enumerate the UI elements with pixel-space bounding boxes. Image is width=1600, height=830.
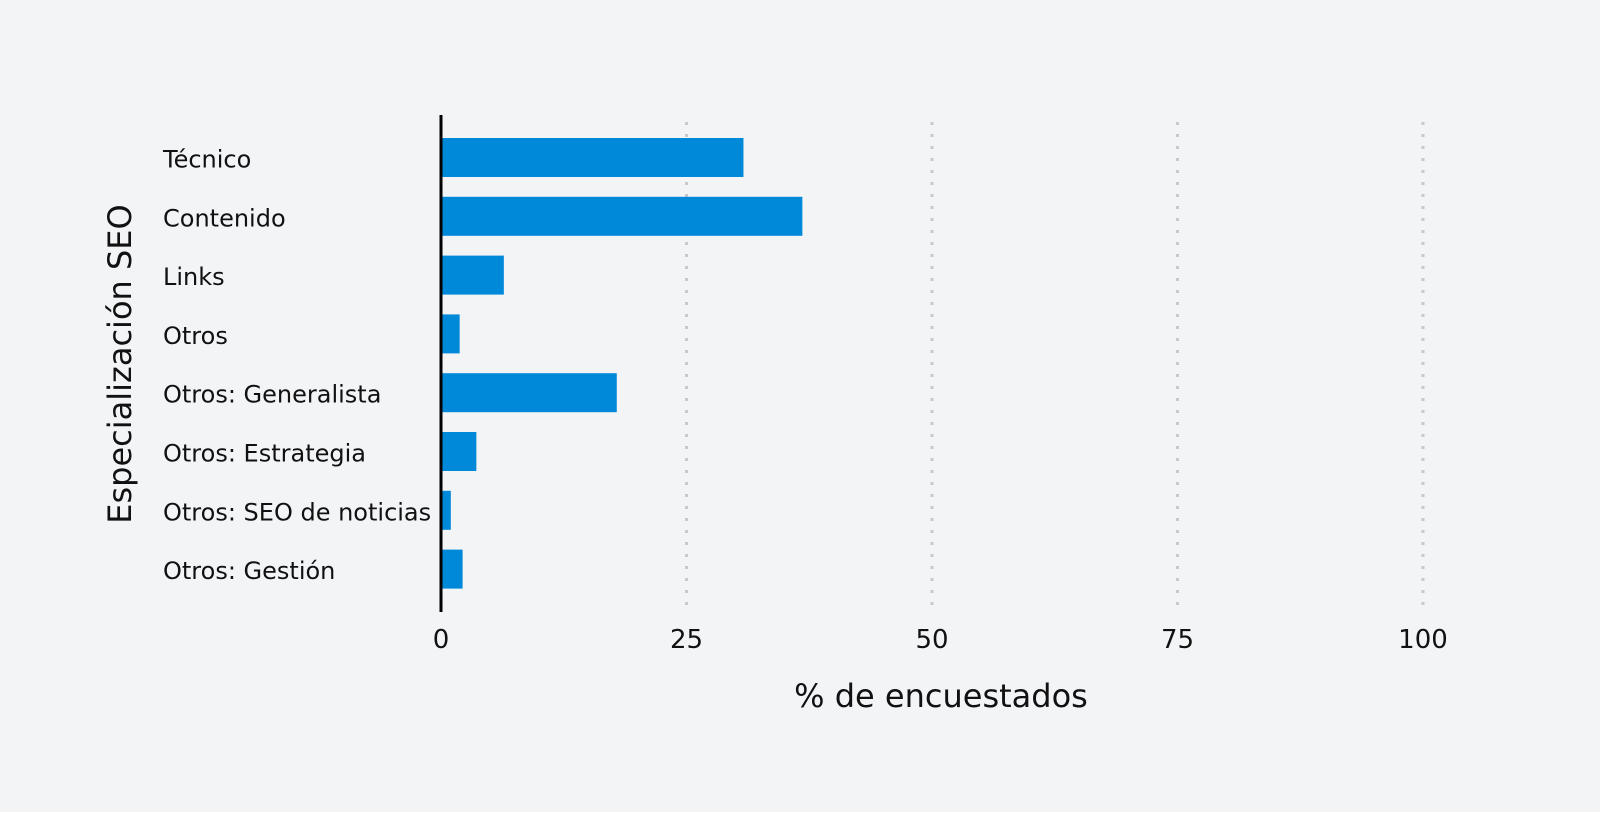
category-label: Técnico [162, 146, 251, 174]
x-tick-label: 75 [1161, 625, 1194, 655]
category-label: Otros: Estrategia [163, 440, 366, 468]
bar [442, 490, 451, 530]
x-tick-label: 0 [433, 625, 450, 655]
bar [442, 373, 617, 413]
x-tick-label: 25 [670, 625, 703, 655]
bars [442, 138, 803, 589]
bar [442, 549, 463, 589]
category-label: Otros: SEO de noticias [163, 498, 431, 526]
gridlines [685, 122, 1425, 612]
category-labels: Técnico Contenido Links Otros Otros: General… [162, 146, 431, 586]
category-label: Links [163, 263, 225, 291]
x-tick-label: 50 [915, 625, 948, 655]
bar [442, 432, 477, 471]
x-tick-labels: 0 25 50 75 100 [433, 625, 1448, 655]
bar [442, 196, 803, 236]
category-label: Contenido [163, 204, 286, 232]
y-axis-label: Especialización SEO [101, 204, 139, 523]
bottom-strip [0, 812, 1600, 830]
bar [442, 255, 504, 295]
x-tick-label: 100 [1398, 625, 1448, 655]
category-label: Otros: Gestión [163, 557, 335, 585]
bar [442, 314, 460, 354]
x-axis-label: % de encuestados [794, 677, 1088, 715]
category-label: Otros: Generalista [163, 381, 381, 409]
bar [442, 138, 744, 177]
category-label: Otros [163, 322, 228, 350]
